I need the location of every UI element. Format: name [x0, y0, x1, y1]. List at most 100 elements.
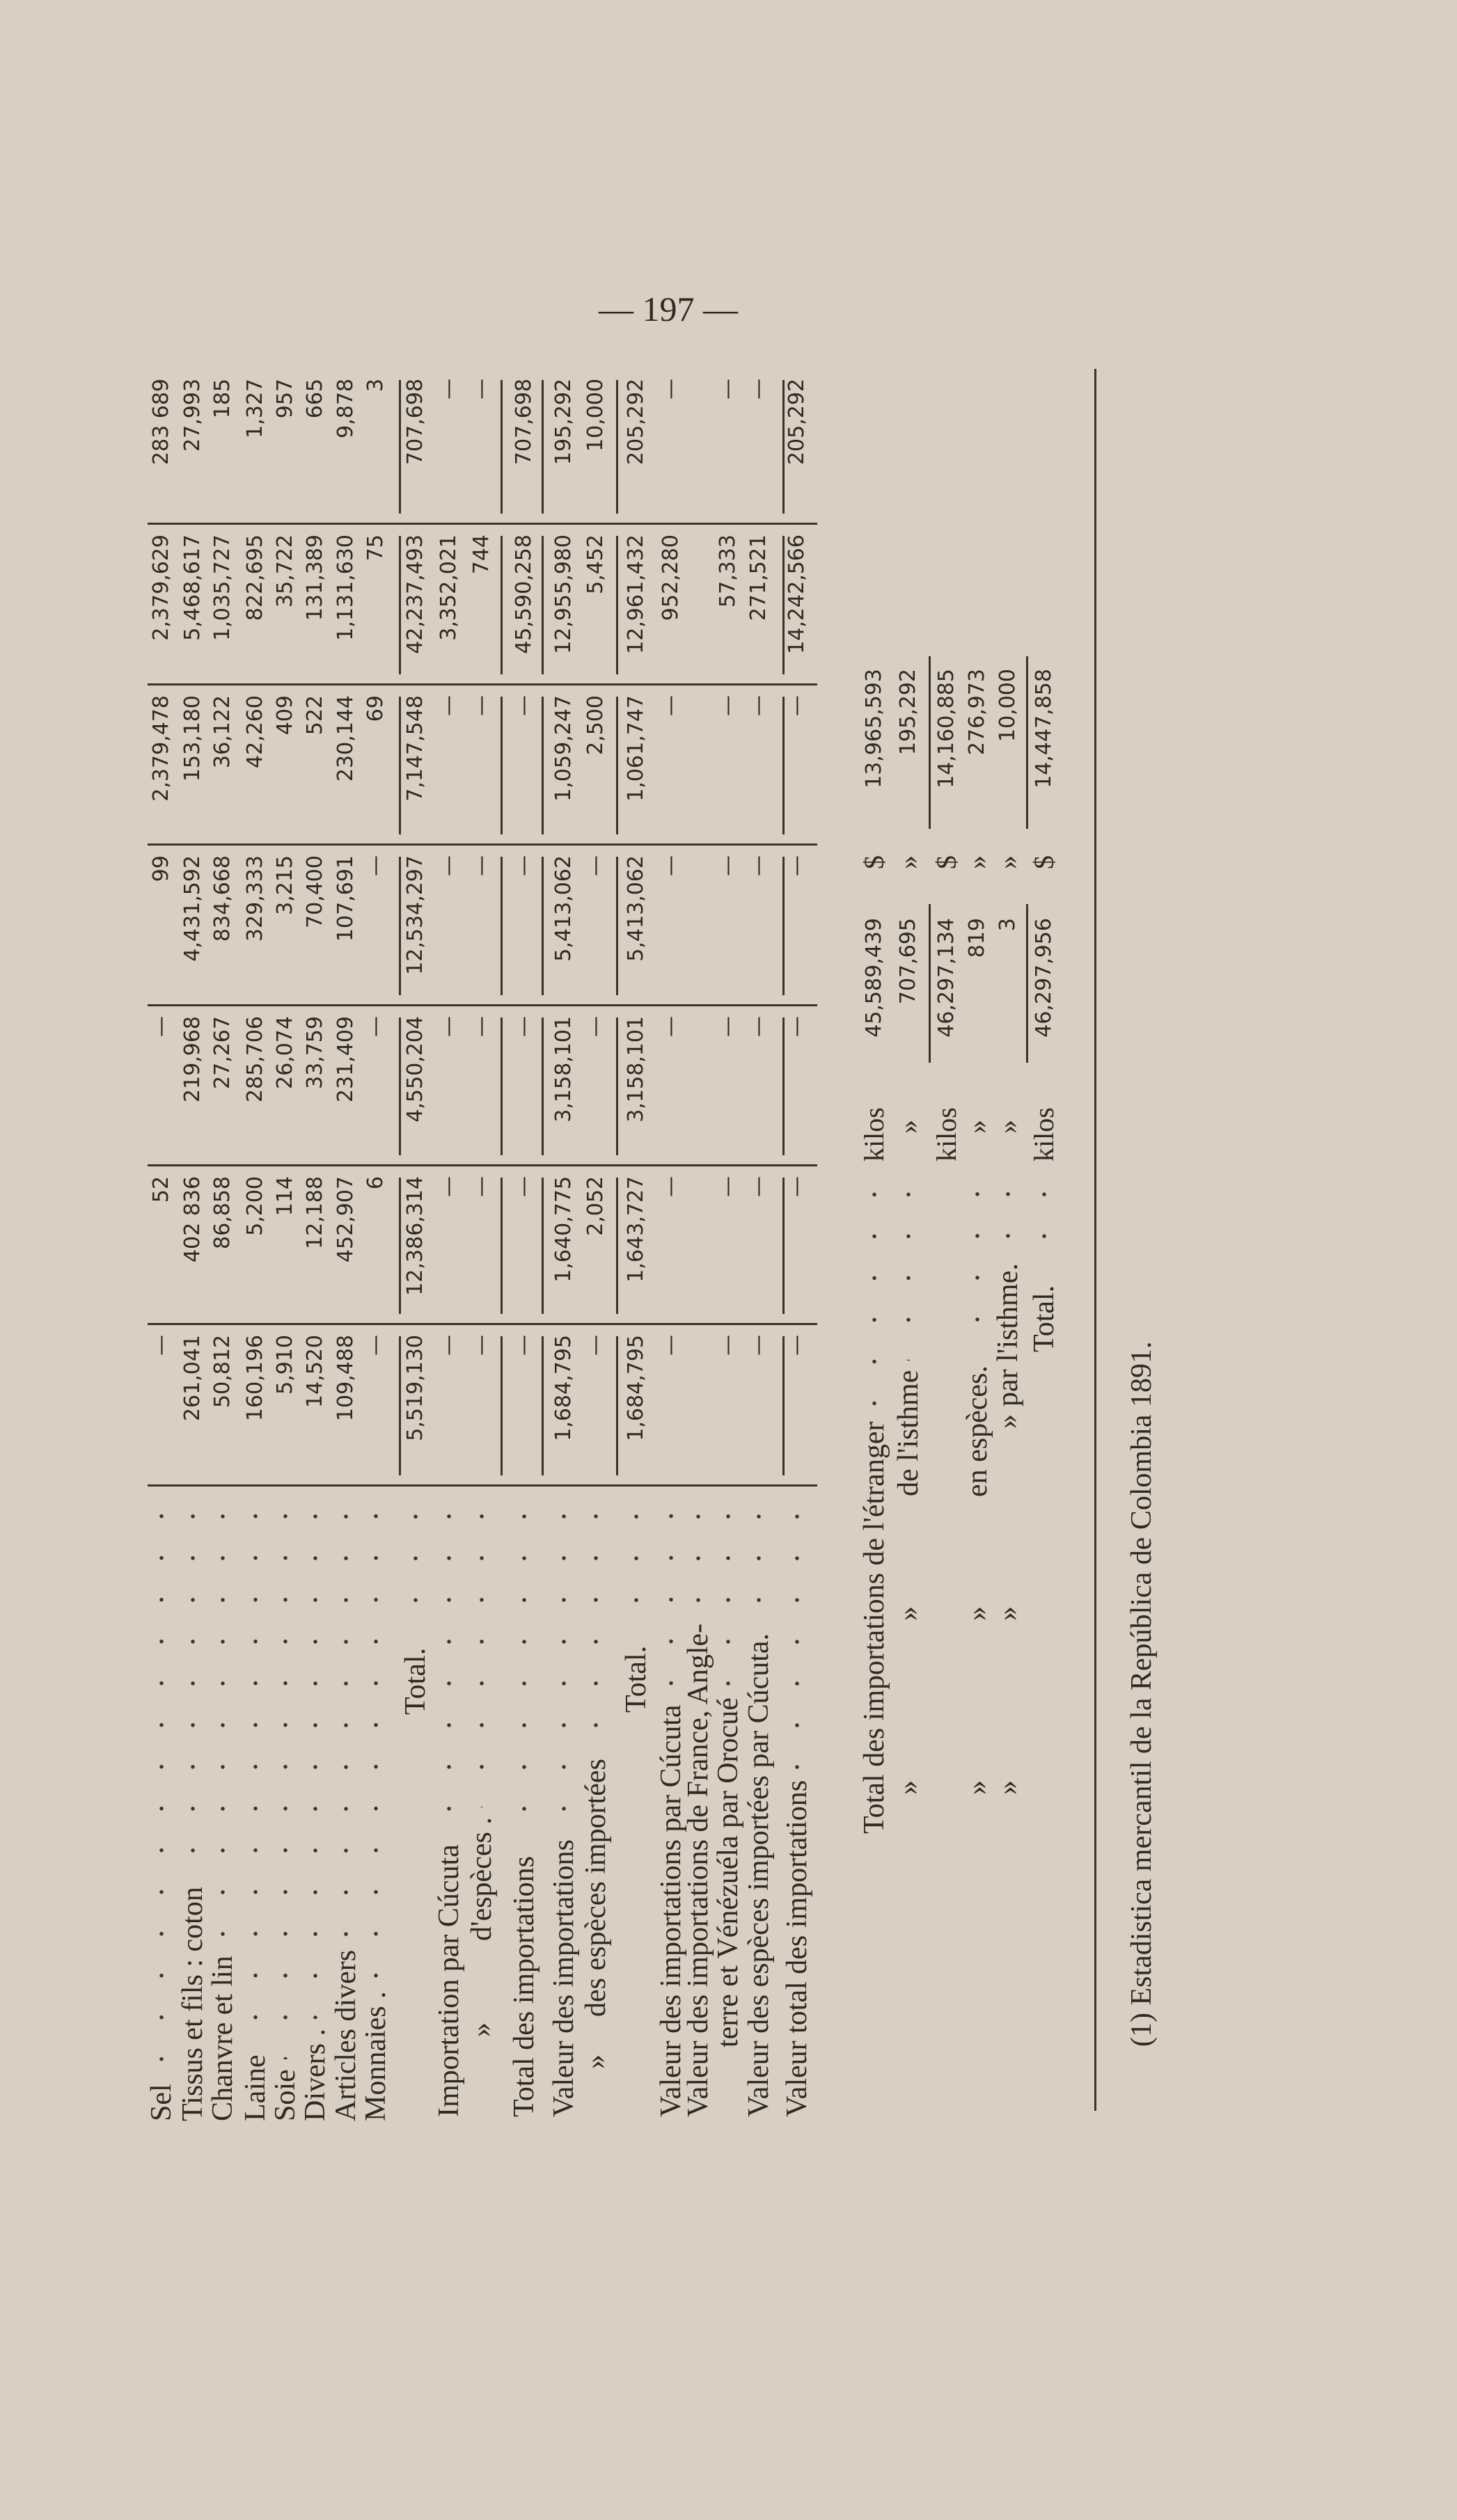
subtotal-rule: [399, 857, 401, 995]
row-label-text: Chanvre et lin: [207, 1956, 239, 2121]
dot-leader: [300, 1496, 331, 2020]
subtotal-rule: [501, 697, 503, 834]
table-cell: —: [512, 1176, 536, 1197]
subtotal-rule: [782, 1336, 785, 1475]
row-label-text: Sel: [145, 2084, 178, 2121]
column-divider: [148, 843, 817, 846]
subtotal-rule: [542, 697, 544, 834]
row-label-text: Valeur total des importations: [781, 1780, 813, 2117]
dollar-unit: $: [931, 855, 962, 869]
subtotal-rule: [782, 1017, 785, 1155]
table-cell: 12,955,980: [551, 534, 576, 654]
summary-label: de l'isthme: [892, 1173, 924, 1496]
table-cell: 57,333: [716, 534, 740, 608]
kilos-value: 46,297,956: [1032, 918, 1056, 1038]
footnote-divider: [1094, 369, 1096, 2111]
row-label: Divers .: [299, 1496, 331, 2121]
table-cell: —: [716, 1335, 740, 1356]
summary-label-text: Total des importations de l'étranger: [858, 1421, 890, 1834]
table-cell: 27,993: [180, 379, 205, 452]
ditto-mark: »: [580, 2054, 612, 2069]
dot-leader: [178, 1496, 208, 1878]
table-cell: 153,180: [180, 695, 205, 782]
table-cell: 219,968: [180, 1016, 205, 1103]
table-cell: 114: [273, 1176, 297, 1217]
table-cell: 36,122: [210, 695, 235, 768]
dollar-unit: »: [992, 855, 1023, 869]
subtotal-rule: [782, 697, 785, 834]
dollar-unit: $: [858, 855, 890, 869]
kilos-value: 707,695: [896, 918, 920, 1005]
dollars-value: 276,973: [965, 669, 989, 756]
kilos-value: 3: [995, 918, 1020, 932]
dot-leader: [549, 1496, 579, 1830]
ditto-mark: »: [992, 1414, 1024, 1429]
table-cell: 195,292: [551, 379, 576, 466]
table-cell: 1,061,747: [624, 695, 648, 802]
table-cell: 957: [273, 379, 297, 419]
table-cell: 45,590,258: [512, 534, 536, 654]
subtotal-rule: [399, 1178, 401, 1314]
table-cell: —: [512, 1016, 536, 1037]
subtotal-rule: [542, 380, 544, 514]
ditto-mark: »: [961, 1780, 993, 1795]
row-label-text: Soie: [269, 2069, 301, 2121]
table-cell: 2,379,478: [149, 695, 173, 802]
table-cell: 107,691: [333, 855, 358, 942]
table-cell: 35,722: [273, 534, 297, 608]
row-label: Chanvre et lin: [207, 1496, 239, 2121]
table-cell: 4,550,204: [403, 1016, 427, 1123]
subtotal-rule: [616, 1178, 618, 1314]
row-label-text: Valeur des importations: [548, 1839, 580, 2117]
table-cell: 5,200: [243, 1176, 267, 1236]
table-cell: —: [746, 1335, 771, 1356]
row-label: terre et Vénézuéla par Orocué: [712, 1496, 744, 2047]
table-cell: 75: [363, 534, 388, 562]
dot-leader: [621, 1496, 652, 1636]
table-cell: 231,409: [333, 1016, 358, 1103]
table-cell: 1,643,727: [624, 1176, 648, 1283]
subtotal-rule: [616, 697, 618, 834]
table-cell: —: [363, 1016, 388, 1037]
row-label: Articles divers: [330, 1496, 362, 2121]
table-cell: 452,907: [333, 1176, 358, 1263]
subtotal-rule: [616, 380, 618, 514]
subtotal-rule: [501, 1017, 503, 1155]
page-number: — 197 —: [599, 290, 738, 328]
row-label: Monnaies .: [360, 1496, 392, 2121]
dot-leader: [509, 1496, 540, 1846]
table-cell: 185: [210, 379, 235, 419]
table-cell: —: [583, 1335, 608, 1356]
table-cell: 109,488: [333, 1335, 358, 1422]
summary-label: Total des importations de l'étranger: [858, 1173, 890, 1834]
table-cell: —: [436, 695, 461, 716]
table-cell: —: [659, 1176, 683, 1197]
table-cell: —: [436, 1335, 461, 1356]
table-cell: 52: [149, 1176, 173, 1203]
table-cell: 70,400: [303, 855, 327, 928]
table-cell: 6: [363, 1176, 388, 1190]
table-cell: —: [436, 855, 461, 876]
ditto-mark: »: [892, 1606, 924, 1621]
subtotal-rule: [542, 536, 544, 674]
table-cell: —: [746, 695, 771, 716]
table-cell: 7,147,548: [403, 695, 427, 802]
subtotal-rule: [782, 1178, 785, 1314]
sum-rule-dollars: [929, 656, 931, 829]
table-cell: 12,961,432: [624, 534, 648, 654]
table-cell: —: [659, 1016, 683, 1037]
table-cell: 14,520: [303, 1335, 327, 1408]
table-cell: 285,706: [243, 1016, 267, 1103]
subtotal-rule: [542, 1336, 544, 1475]
column-divider: [148, 1484, 817, 1487]
table-cell: 86,858: [210, 1176, 235, 1249]
table-cell: 952,280: [659, 534, 683, 621]
subtotal-rule: [782, 380, 785, 514]
subtotal-rule: [399, 697, 401, 834]
row-label-text: Importation par Cúcuta: [433, 1844, 465, 2117]
row-label: Total des importations: [508, 1496, 540, 2117]
row-label: Valeur total des importations: [781, 1496, 813, 2117]
table-cell: 12,188: [303, 1176, 327, 1249]
dot-leader: [993, 1173, 1023, 1254]
